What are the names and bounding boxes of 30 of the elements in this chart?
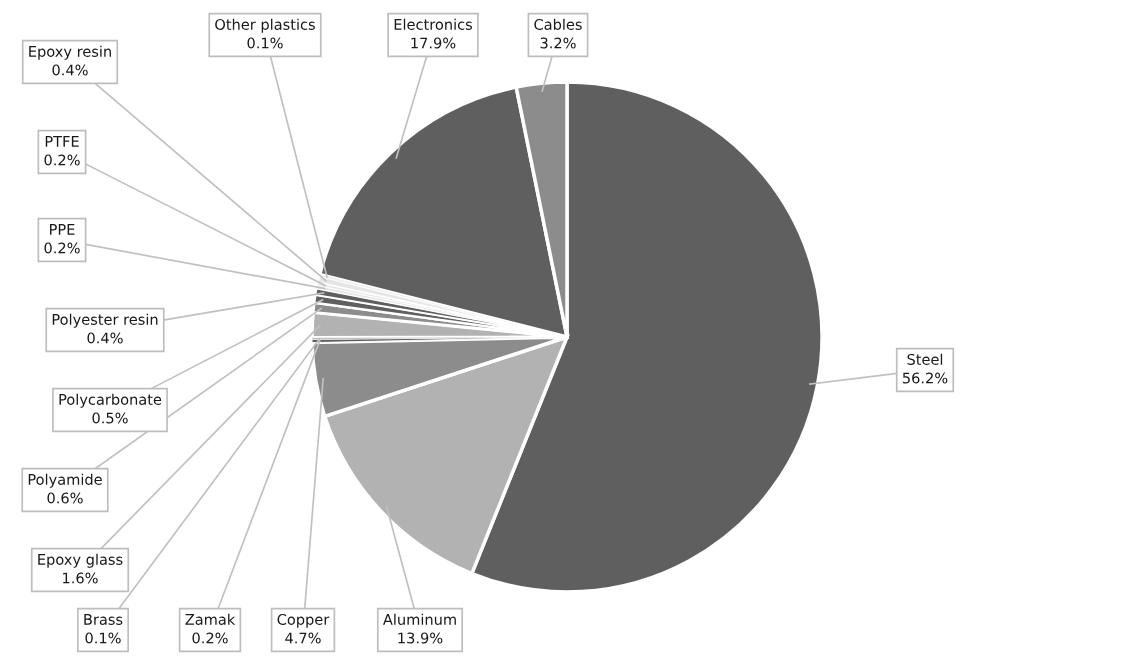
slice-label: Zamak xyxy=(185,613,236,625)
slice-label: Cables xyxy=(534,18,582,30)
data-label: 4.7% xyxy=(285,632,321,644)
slice-label: PPE xyxy=(50,224,75,235)
slice-label: PTFE xyxy=(45,136,79,147)
data-label: 0.2% xyxy=(44,242,80,254)
slice-label: Polyamide xyxy=(28,473,102,488)
data-label: 3.2% xyxy=(540,37,576,49)
slice-label: Epoxy glass xyxy=(38,553,123,568)
data-label: 1.6% xyxy=(63,572,98,584)
data-label: 17.9% xyxy=(411,37,456,49)
data-label: 0.1% xyxy=(85,632,121,644)
data-label: 0.5% xyxy=(92,412,128,424)
slice-label: Polyester resin xyxy=(52,313,158,328)
slice-label: Brass xyxy=(84,614,123,625)
slice-label: Steel xyxy=(907,353,943,365)
data-label: 0.2% xyxy=(192,632,228,644)
data-label: 0.2% xyxy=(44,154,80,166)
slice-label: Other plastics xyxy=(215,18,315,33)
data-label: 13.9% xyxy=(398,632,443,644)
data-label: 0.1% xyxy=(247,37,283,49)
data-label: 56.2% xyxy=(902,372,948,384)
data-label: 0.6% xyxy=(47,492,83,504)
slice-label: Copper xyxy=(277,613,330,628)
data-label: 0.4% xyxy=(87,332,123,344)
slice-label: Epoxy resin xyxy=(29,45,111,60)
slice-label: Aluminum xyxy=(383,613,456,625)
slice-label: Electronics xyxy=(394,18,473,30)
slice-label: Polycarbonate xyxy=(59,393,162,408)
data-label: 0.4% xyxy=(52,64,88,76)
